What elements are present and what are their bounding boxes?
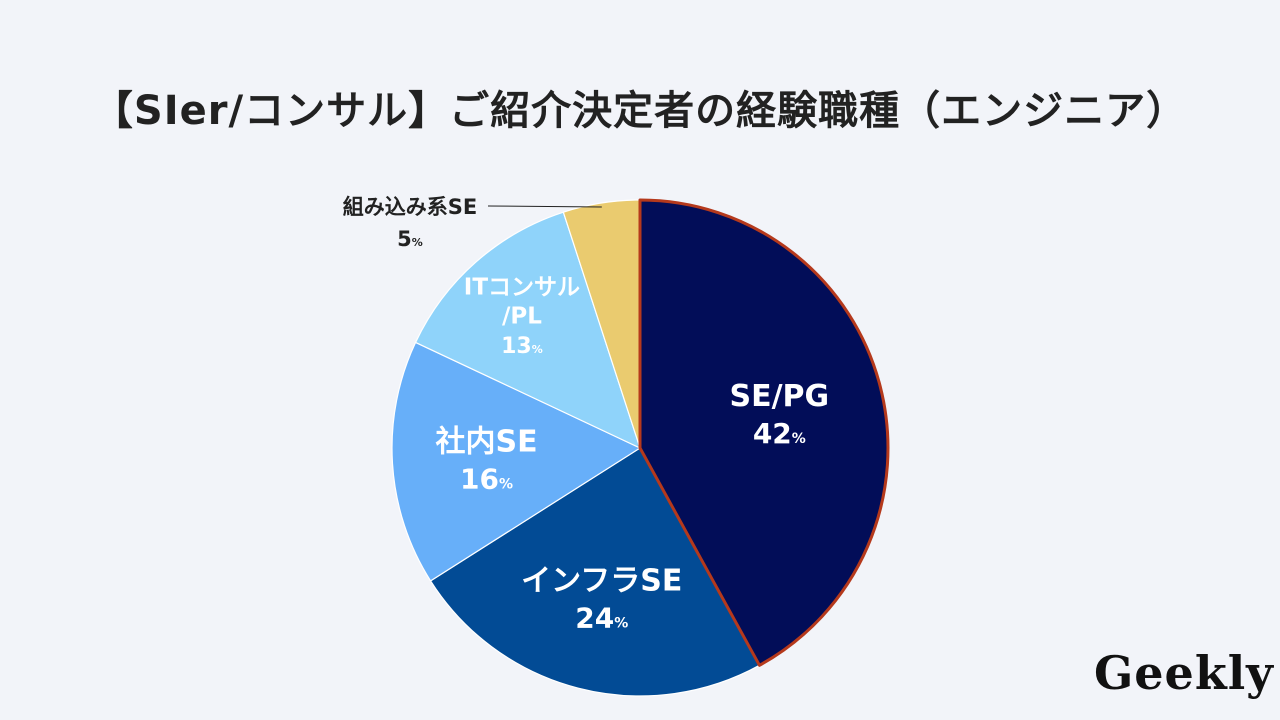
chart-title: 【SIer/コンサル】ご紹介決定者の経験職種（エンジニア） — [92, 88, 1188, 134]
slice-value-4: 5% — [397, 227, 423, 251]
slice-label-4: 組み込み系SE — [343, 195, 477, 219]
slice-unit-2: % — [499, 476, 513, 492]
slice-label-3: /PL — [502, 303, 542, 329]
slice-unit-1: % — [614, 616, 628, 632]
pie-slice-1 — [430, 447, 761, 697]
slice-label-1: インフラSE — [521, 564, 682, 599]
geekly-logo: Geekly — [1094, 646, 1274, 700]
pie-slice-3 — [415, 211, 641, 449]
slice-unit-3: % — [532, 343, 543, 356]
pie-slice-0 — [638, 198, 890, 667]
slice-label-2: 社内SE — [435, 424, 537, 459]
slice-label-3: ITコンサル — [464, 275, 580, 301]
slice-unit-0: % — [792, 431, 806, 447]
slice-label-0: SE/PG — [729, 379, 829, 414]
leader-line-4 — [487, 205, 602, 208]
slice-value-1: 24% — [575, 602, 628, 635]
pie-slice-2 — [391, 341, 641, 582]
slice-unit-4: % — [412, 236, 423, 249]
